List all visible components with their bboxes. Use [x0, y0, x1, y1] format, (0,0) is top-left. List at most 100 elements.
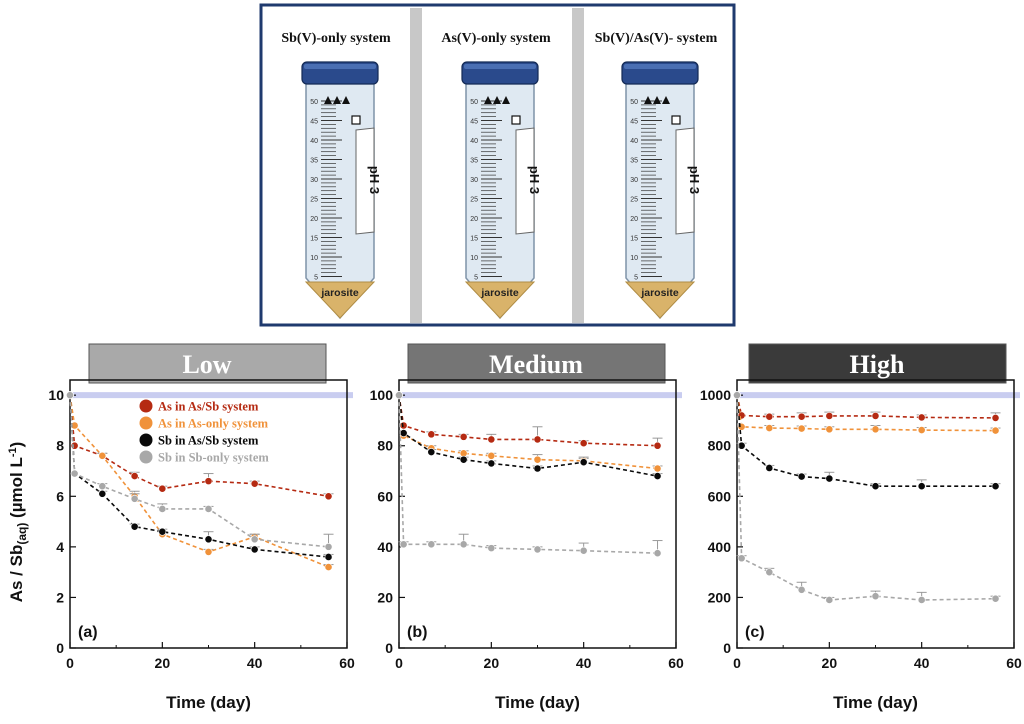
data-point	[250, 535, 259, 544]
series-4	[395, 391, 663, 558]
data-point	[158, 484, 167, 493]
series-line	[69, 395, 329, 568]
x-axis-label: Time (day)	[495, 693, 580, 712]
data-point	[765, 412, 774, 421]
y-tick-label: 4	[56, 539, 64, 555]
data-point	[871, 412, 880, 420]
tube-3: Sb(V)/As(V)- system jarosite 50 45 40 35 30 25 2…	[595, 31, 718, 320]
data-point	[533, 455, 542, 464]
series-4	[733, 391, 1001, 604]
x-tick-label: 20	[822, 655, 838, 671]
graduation-label: 20	[470, 216, 478, 223]
data-point	[98, 482, 107, 491]
data-point	[825, 425, 834, 434]
data-point	[579, 439, 588, 448]
data-point	[991, 414, 1000, 422]
tube-1: Sb(V)-only system jarosite 50 45 40 35 30 25 20 1…	[281, 31, 391, 320]
y-tick-label: 100	[370, 387, 394, 403]
data-point	[250, 479, 259, 488]
graduation-label: 35	[310, 158, 318, 165]
data-point	[653, 464, 662, 473]
data-point	[130, 472, 139, 480]
data-point	[399, 429, 408, 437]
series-3	[733, 391, 1001, 491]
cap-highlight	[624, 64, 696, 69]
panel-letter: (a)	[78, 624, 98, 641]
series-line	[398, 395, 658, 470]
data-point	[917, 426, 926, 434]
graduation-label: 45	[310, 119, 318, 126]
x-tick-label: 60	[339, 655, 355, 671]
series-3	[395, 391, 663, 480]
legend-marker	[139, 416, 153, 430]
data-point	[324, 553, 333, 561]
data-point	[324, 542, 333, 551]
plot-area	[736, 379, 1015, 649]
graduation-label: 10	[310, 255, 318, 262]
data-point	[871, 482, 880, 491]
series-line	[398, 395, 658, 554]
data-point	[204, 505, 213, 513]
legend-item: As in As-only system	[139, 416, 269, 431]
legend-item: Sb in Sb-only system	[139, 450, 269, 465]
triangle-mark-icon	[342, 96, 350, 104]
tube-title: Sb(V)/As(V)- system	[595, 31, 718, 46]
graduation-label: 5	[474, 275, 478, 282]
x-tick-label: 40	[247, 655, 263, 671]
data-point	[533, 464, 542, 473]
data-point	[204, 477, 213, 486]
graduation-label: 10	[630, 255, 638, 262]
data-point	[653, 549, 662, 558]
data-point	[487, 435, 496, 444]
legend-marker	[139, 450, 153, 464]
y-tick-label: 800	[708, 438, 732, 454]
data-point	[533, 545, 542, 554]
data-point	[765, 568, 774, 577]
data-point	[765, 424, 774, 432]
series-line	[69, 395, 329, 558]
data-point	[917, 413, 926, 422]
sediment	[464, 281, 536, 319]
x-tick-label: 20	[155, 655, 171, 671]
triangle-mark-icon	[493, 96, 501, 104]
data-point	[427, 430, 436, 439]
sediment-label: jarosite	[480, 287, 519, 299]
data-point	[765, 464, 774, 472]
logo-square-icon	[511, 115, 521, 125]
graduation-label: 25	[470, 197, 478, 204]
graduation-label: 35	[470, 158, 478, 165]
graduation-label: 45	[630, 119, 638, 126]
ph-label: pH 3	[367, 166, 382, 194]
graduation-label: 15	[630, 236, 638, 243]
logo-square-icon	[351, 115, 361, 125]
sediment	[624, 281, 696, 319]
data-point	[130, 494, 139, 503]
graduation-label: 30	[310, 177, 318, 184]
data-point	[70, 469, 79, 478]
legend-marker	[139, 433, 153, 447]
data-point	[797, 412, 806, 421]
legend-item: Sb in As/Sb system	[139, 433, 259, 448]
graduation-label: 40	[630, 138, 638, 145]
x-tick-label: 60	[1006, 655, 1022, 671]
data-point	[427, 448, 436, 456]
triangle-mark-icon	[653, 96, 661, 104]
data-point	[991, 594, 1000, 603]
tube-title: Sb(V)-only system	[281, 31, 391, 46]
graduation-label: 25	[630, 197, 638, 204]
data-point	[825, 412, 834, 420]
data-point	[250, 545, 259, 554]
panel-title: Medium	[489, 350, 583, 379]
graduation-label: 20	[310, 216, 318, 223]
data-point	[579, 458, 588, 467]
y-axis-label: As / Sb(aq) (µmol L-1)	[7, 442, 29, 603]
data-point	[991, 482, 1000, 491]
series-line	[398, 395, 658, 477]
triangle-mark-icon	[502, 96, 510, 104]
y-tick-label: 0	[723, 640, 731, 656]
data-point	[871, 425, 880, 434]
graduation-label: 20	[630, 216, 638, 223]
